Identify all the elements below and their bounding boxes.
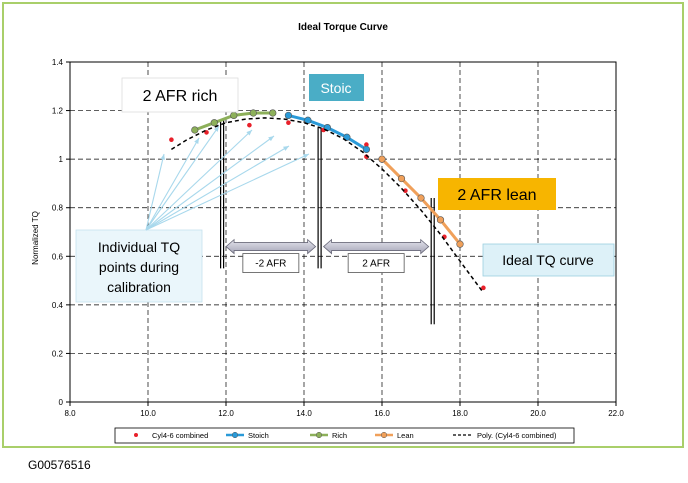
pointer-arrow: [145, 125, 220, 231]
legend-label: Poly. (Cyl4-6 combined): [477, 431, 557, 440]
range-arrow: [322, 238, 430, 255]
pointer-arrow: [145, 129, 253, 231]
data-point: [230, 111, 238, 120]
pointer-arrow: [145, 145, 290, 231]
data-point: [397, 174, 406, 183]
legend-label: Lean: [397, 431, 414, 440]
pointer-arrow: [145, 137, 200, 231]
legend-label: Rich: [332, 431, 347, 440]
pointer-arrowhead: [160, 154, 165, 160]
pointer-arrowhead: [194, 138, 199, 144]
x-tick-label: 20.0: [530, 409, 546, 418]
data-point: [343, 133, 351, 141]
axes: 8.0 10.0 12.0 14.0 16.0 18.0 20.0 22.0 0 0.2 0.4 0.…: [52, 58, 624, 418]
legend-swatch-marker: [380, 431, 388, 439]
callouts: 2 AFR rich Stoic 2 AFR lean Ideal TQ curve I…: [75, 74, 615, 303]
y-tick-label: 0.8: [52, 204, 64, 213]
series-line: [288, 113, 368, 151]
data-point: [436, 216, 445, 224]
legend-swatch: [134, 433, 138, 437]
data-point: [169, 137, 174, 143]
individual-callout-line: calibration: [107, 279, 171, 295]
y-tick-label: 0.2: [52, 349, 64, 358]
series: [169, 109, 486, 294]
pointer-arrowhead: [246, 130, 252, 136]
data-point: [362, 145, 371, 154]
data-point: [247, 122, 252, 128]
data-point: [456, 240, 464, 248]
data-point: [286, 120, 291, 126]
legend: Cyl4-6 combined Stoich Rich Lean Poly. (Cyl4…: [114, 427, 575, 444]
data-point: [403, 188, 408, 194]
pointer-arrowhead: [283, 146, 289, 151]
x-tick-label: 12.0: [218, 409, 234, 418]
x-tick-label: 16.0: [374, 409, 390, 418]
lean-callout-label: 2 AFR lean: [457, 187, 536, 204]
rich-callout-label: 2 AFR rich: [143, 88, 218, 105]
lean-callout-box: [438, 178, 556, 210]
x-tick-label: 18.0: [452, 409, 468, 418]
y-tick-label: 1.2: [52, 107, 64, 116]
legend-box: [114, 427, 575, 444]
stoic-callout-box: [309, 74, 364, 101]
data-point: [249, 109, 257, 117]
legend-swatch-marker: [231, 431, 239, 439]
y-tick-label: 1.4: [52, 58, 64, 67]
data-point: [191, 126, 199, 134]
afr-markers: -2 AFR 2 AFR: [220, 120, 435, 325]
range-label: -2 AFR: [255, 259, 286, 270]
range-arrow: [225, 238, 317, 255]
pointer-arrow: [145, 153, 165, 231]
individual-callout-box: [75, 229, 203, 303]
data-point: [481, 285, 486, 291]
data-point: [378, 155, 386, 163]
individual-callout-line: points during: [99, 259, 179, 275]
individual-callout-line: Individual TQ: [98, 239, 180, 255]
rich-callout-box: [121, 77, 239, 113]
plot-area-border: [69, 61, 617, 403]
data-point: [210, 119, 218, 127]
x-tick-label: 14.0: [296, 409, 312, 418]
x-tick-label: 22.0: [608, 409, 624, 418]
data-point: [269, 109, 277, 117]
ideal-callout-label: Ideal TQ curve: [502, 252, 594, 268]
chart-frame: Ideal Torque Curve 8.0 10.0 12.0 14.0 16.0 18…: [2, 2, 684, 448]
pointer-arrowhead: [213, 126, 219, 132]
data-point: [364, 142, 369, 147]
range-label-box: [242, 253, 300, 273]
y-tick-label: 0: [59, 398, 64, 407]
chart-title: Ideal Torque Curve: [298, 22, 388, 33]
pointer-arrow: [145, 153, 310, 231]
x-tick-label: 8.0: [64, 409, 76, 418]
legend-label: Stoich: [248, 431, 269, 440]
data-point: [417, 194, 425, 202]
pointer-arrowhead: [303, 154, 309, 159]
legend-label: Cyl4-6 combined: [152, 431, 208, 440]
y-tick-label: 0.6: [52, 252, 64, 261]
data-point: [284, 111, 293, 120]
x-tick-label: 10.0: [140, 409, 156, 418]
pointer-arrowhead: [268, 136, 274, 142]
pointer-arrow: [145, 135, 275, 231]
trend-line: [171, 117, 485, 294]
torque-chart: Ideal Torque Curve 8.0 10.0 12.0 14.0 16.0 18…: [31, 22, 624, 444]
y-tick-label: 1: [59, 155, 64, 164]
y-axis-label: Normalized TQ: [31, 211, 40, 265]
range-label-box: [347, 253, 405, 273]
y-tick-label: 0.4: [52, 301, 64, 310]
legend-swatch-marker: [315, 431, 323, 439]
range-label: 2 AFR: [362, 259, 390, 270]
stoic-callout-label: Stoic: [320, 80, 351, 96]
figure-id: G00576516: [28, 458, 91, 472]
ideal-callout-box: [482, 243, 615, 277]
